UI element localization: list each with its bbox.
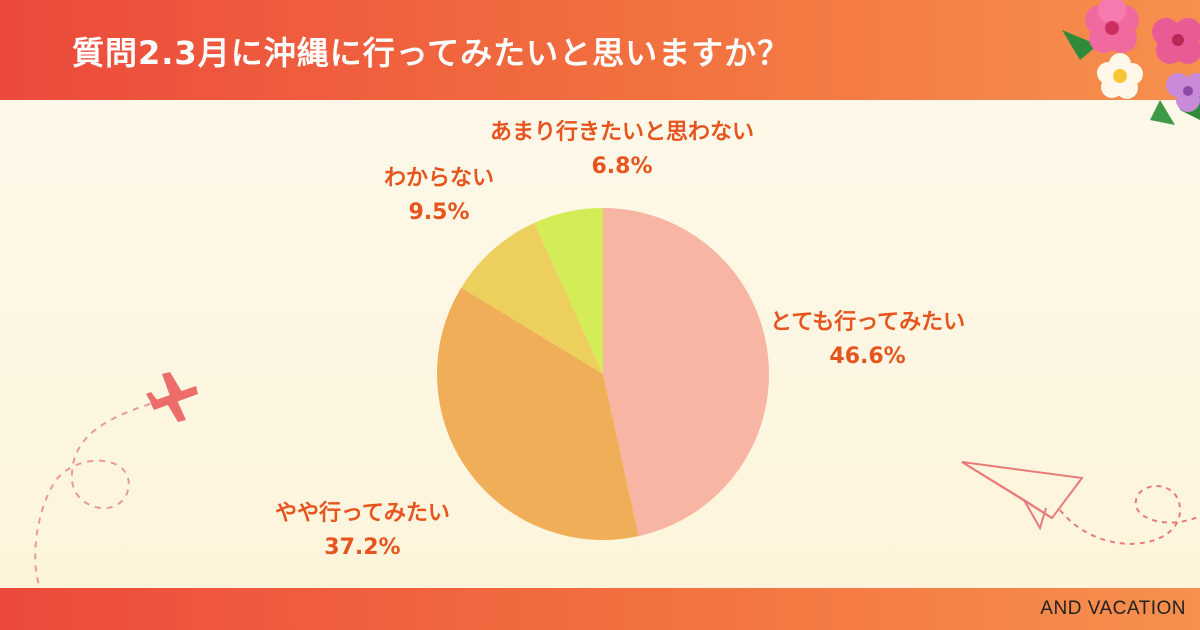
airplane-icon [146, 372, 198, 422]
brand-name: AND VACATION [1040, 598, 1186, 619]
slice-value: 6.8% [591, 154, 653, 179]
paper-plane-icon [961, 461, 1200, 545]
slice-value: 37.2% [324, 535, 401, 560]
pie-slice-0 [603, 208, 769, 537]
slice-name: あまり行きたいと思わない [490, 120, 755, 145]
pie-slice-1 [437, 287, 639, 540]
footer-bar [0, 588, 1200, 630]
pie-slice-3 [534, 208, 603, 374]
slice-name: やや行ってみたい [275, 501, 450, 526]
page-title: 質問2.3月に沖縄に行ってみたいと思いますか？ [72, 34, 791, 72]
slice-label-very-much: とても行ってみたい 46.6% [770, 306, 965, 374]
slice-label-not-really: あまり行きたいと思わない 6.8% [490, 116, 754, 184]
hibiscus-flowers-icon [1062, 0, 1200, 125]
slice-label-somewhat: やや行ってみたい 37.2% [275, 497, 450, 565]
flight-path-dashed [34, 403, 151, 589]
pie-slice-2 [461, 222, 603, 374]
slice-value: 46.6% [829, 344, 906, 369]
slice-name: とても行ってみたい [770, 310, 966, 335]
slice-label-dont-know: わからない 9.5% [384, 162, 494, 230]
header-bar [0, 0, 1200, 100]
slice-name: わからない [384, 166, 495, 191]
slice-value: 9.5% [408, 200, 470, 225]
